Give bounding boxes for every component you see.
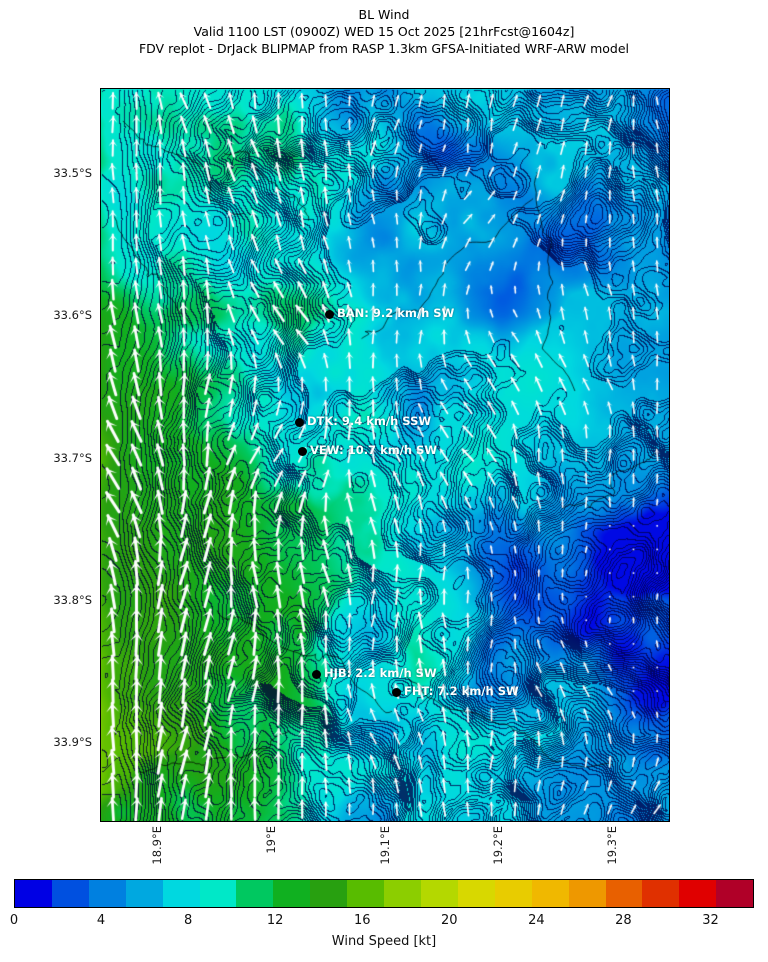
latitude-tick-label: 33.8°S — [53, 592, 92, 607]
colorbar-band — [420, 880, 458, 907]
title-line-3: FDV replot - DrJack BLIPMAP from RASP 1.… — [138, 41, 630, 56]
longitude-tick-label: 19.2°E — [491, 826, 506, 865]
longitude-tick-label: 19°E — [264, 826, 279, 854]
station-label: FHT: 7.2 km/h SW — [404, 684, 519, 698]
longitude-tick-label: 18.9°E — [150, 826, 165, 865]
colorbar-tick-label: 32 — [702, 913, 719, 928]
latitude-tick-label: 33.9°S — [53, 734, 92, 749]
colorbar-band — [457, 880, 495, 907]
colorbar-band — [605, 880, 643, 907]
colorbar-band — [88, 880, 126, 907]
station-dot-icon — [297, 446, 307, 456]
colorbar-band — [310, 880, 348, 907]
colorbar-axis-label: Wind Speed [kt] — [331, 934, 437, 949]
colorbar-band — [384, 880, 421, 907]
station-dot-icon — [324, 309, 334, 319]
colorbar-band — [51, 880, 89, 907]
latitude-tick-label: 33.6°S — [53, 308, 92, 323]
colorbar-tick-label: 0 — [9, 913, 19, 928]
station-label: DTK: 9.4 km/h SSW — [307, 414, 432, 428]
latitude-tick-label: 33.5°S — [53, 166, 92, 181]
colorbar-tick-label: 16 — [353, 913, 371, 928]
station-label: HJB: 2.2 km/h SW — [324, 666, 437, 680]
colorbar-band — [199, 880, 237, 907]
station-dot-icon — [294, 417, 304, 427]
title-line-2: Valid 1100 LST (0900Z) WED 15 Oct 2025 [… — [193, 24, 575, 39]
wind-map-plot[interactable]: BAN: 9.2 km/h SW DTK: 9.4 km/h SSW VEW: 10… — [100, 88, 670, 822]
title-line-1: BL Wind — [358, 7, 410, 22]
colorbar — [14, 879, 754, 908]
colorbar-band — [568, 880, 606, 907]
longitude-tick-label: 19.1°E — [377, 826, 392, 865]
colorbar-tick-label: 4 — [96, 913, 106, 928]
colorbar-band — [679, 880, 717, 907]
colorbar-band — [125, 880, 163, 907]
colorbar-band — [162, 880, 200, 907]
colorbar-band — [236, 880, 274, 907]
colorbar-tick-label: 20 — [441, 913, 458, 928]
wind-field-canvas — [101, 89, 669, 821]
station-dot-icon — [311, 669, 321, 679]
colorbar-band — [716, 880, 754, 907]
colorbar-band — [15, 880, 52, 907]
colorbar-band — [273, 880, 311, 907]
colorbar-band — [642, 880, 680, 907]
colorbar-band — [494, 880, 532, 907]
latitude-tick-label: 33.7°S — [53, 450, 92, 465]
colorbar-tick-label: 24 — [528, 913, 545, 928]
colorbar-band — [347, 880, 385, 907]
title-block: BL Wind Valid 1100 LST (0900Z) WED 15 Oc… — [0, 6, 768, 57]
colorbar-gradient — [15, 880, 754, 907]
colorbar-tick-label: 28 — [615, 913, 632, 928]
station-label: VEW: 10.7 km/h SW — [310, 443, 438, 457]
colorbar-tick-label: 12 — [266, 913, 284, 928]
station-dot-icon — [391, 687, 401, 697]
station-label: BAN: 9.2 km/h SW — [337, 306, 455, 320]
colorbar-tick-label: 8 — [183, 913, 193, 928]
longitude-tick-label: 19.3°E — [604, 826, 619, 865]
colorbar-band — [531, 880, 569, 907]
